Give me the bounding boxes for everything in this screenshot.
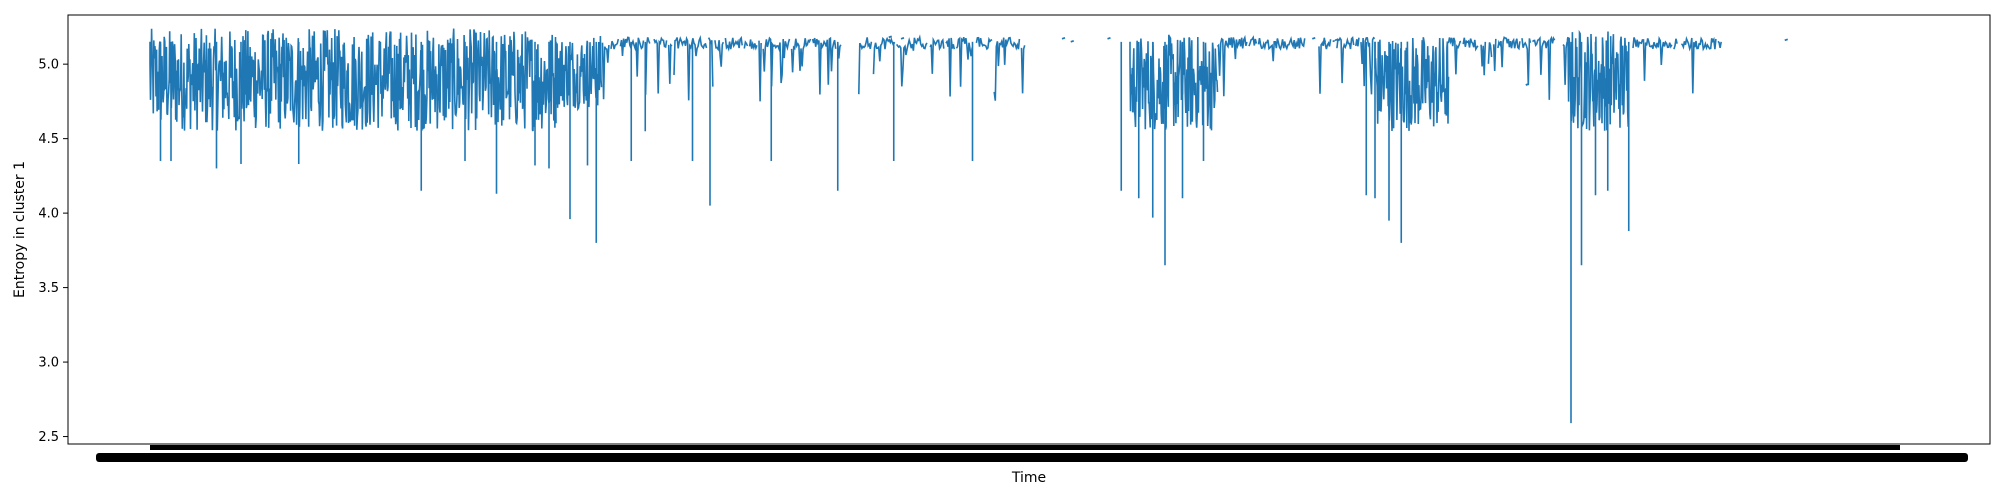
y-tick-label: 3.5 [38,281,59,296]
series-point [900,36,905,40]
series-sparse-segment [1632,35,1722,94]
series-point [1070,39,1075,43]
x-tick-labels-overlapping [96,453,1968,462]
series-point [1784,38,1789,42]
x-tick-layer [96,445,1968,462]
y-tick-label: 3.0 [38,356,59,371]
y-tick-label: 4.5 [38,132,59,147]
y-axis-label: Entropy in cluster 1 [12,161,28,298]
x-axis-label: Time [1011,470,1046,486]
series-point [1061,36,1066,40]
series-sparse-segment [1447,35,1568,100]
y-tick-label: 4.0 [38,207,59,222]
series-sparse-segment [858,34,1026,101]
x-tick-marks [150,445,1900,450]
y-tick-label: 5.0 [38,58,59,73]
series-point [1525,83,1530,86]
series-point [888,35,893,39]
series-point [1107,36,1111,40]
series-point [1322,39,1327,43]
y-axis: 2.5 3.0 3.5 4.0 4.5 5.0 [38,58,68,445]
series-dense-segment [1566,29,1630,131]
y-tick-label: 2.5 [38,430,59,445]
series-sparse-segment [1216,34,1306,97]
series-layer [149,28,1789,424]
plot-frame [67,14,1991,445]
series-dense-segment [555,35,603,112]
series-point [1311,36,1316,40]
series-point [1334,38,1339,42]
series-dense-segment [1374,37,1450,132]
